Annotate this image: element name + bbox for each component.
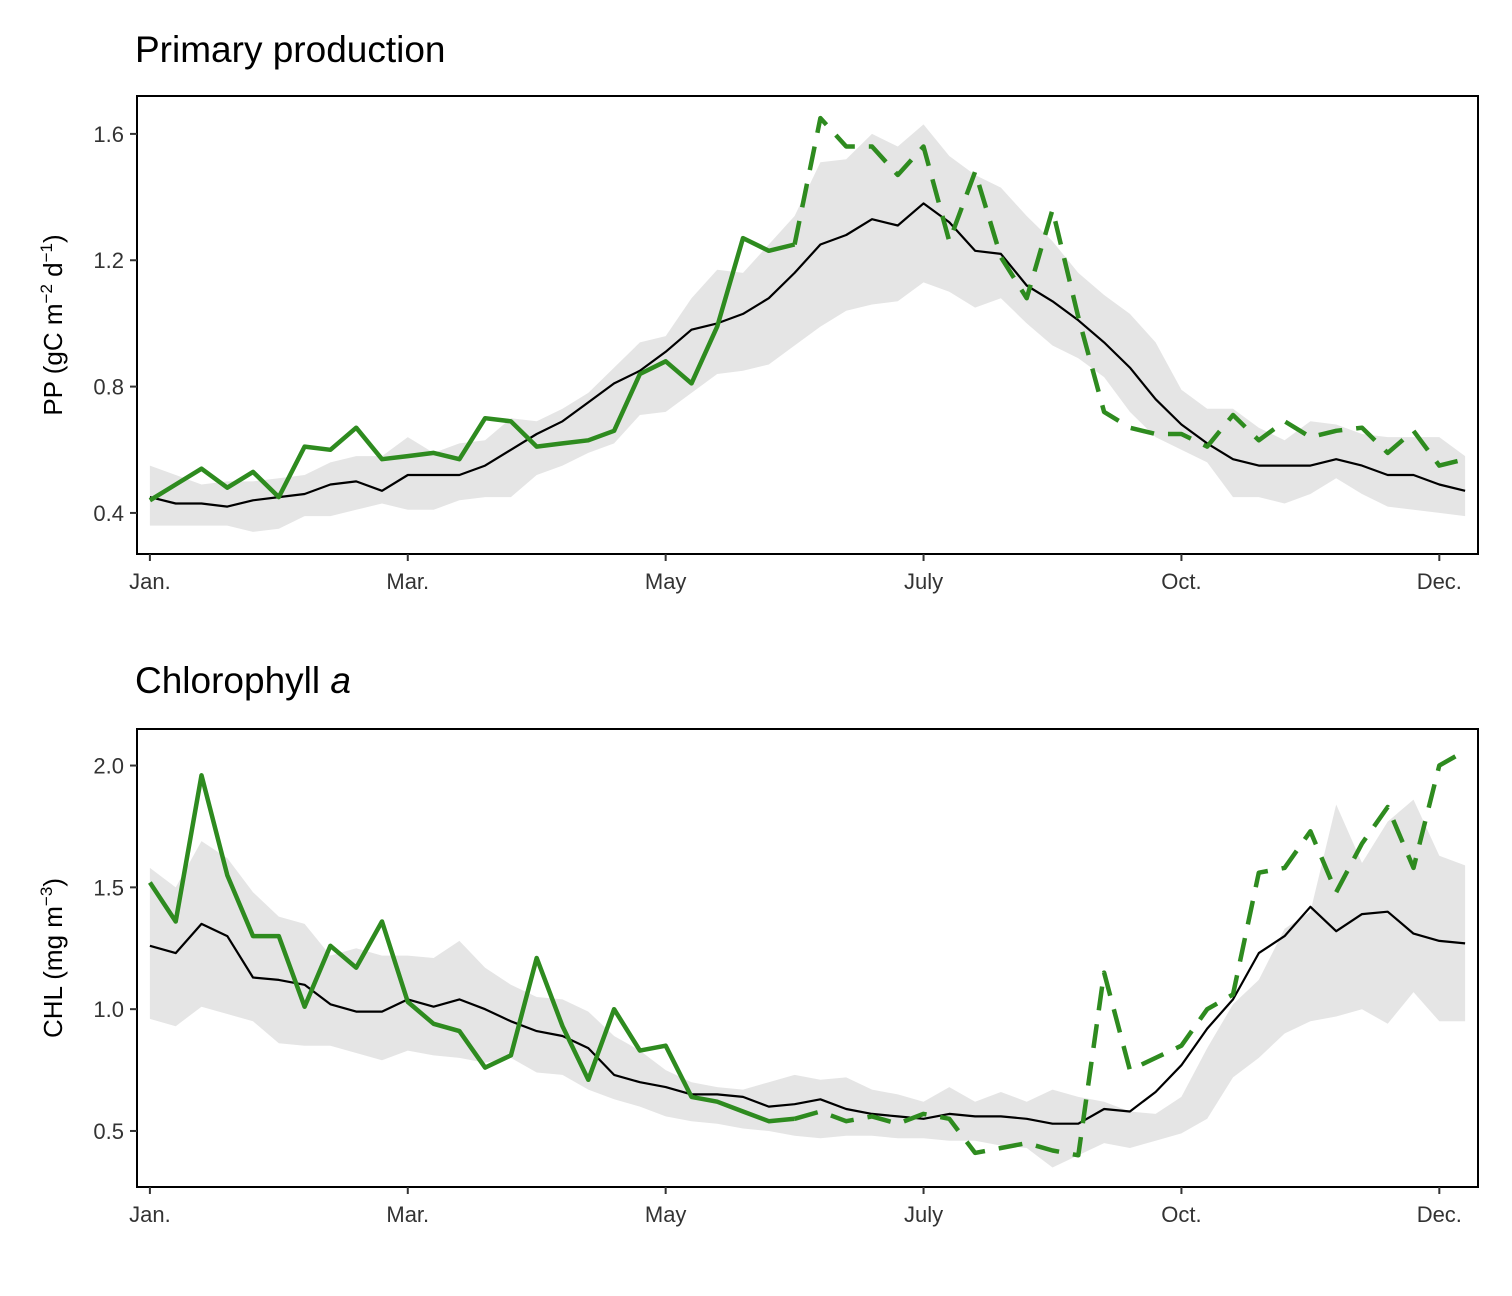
chart-title: Primary production bbox=[135, 29, 446, 70]
x-tick-label: Jan. bbox=[129, 1202, 171, 1227]
panel-border bbox=[136, 728, 1479, 1188]
range-band bbox=[149, 799, 1466, 1168]
series-line-observed-dashed bbox=[792, 115, 1466, 468]
y-tick-label: 0.4 bbox=[93, 501, 124, 526]
x-tick-label: May bbox=[645, 1202, 687, 1227]
x-tick-label: Mar. bbox=[386, 1202, 429, 1227]
y-tick-label: 2.0 bbox=[93, 754, 124, 779]
y-axis-title: PP (gC m−2 d−1) bbox=[37, 234, 68, 415]
y-tick-label: 1.6 bbox=[93, 122, 124, 147]
x-tick-label: May bbox=[645, 569, 687, 594]
y-tick-label: 1.0 bbox=[93, 997, 124, 1022]
y-tick-label: 0.5 bbox=[93, 1119, 124, 1144]
x-tick-label: Jan. bbox=[129, 569, 171, 594]
x-tick-label: Mar. bbox=[386, 569, 429, 594]
series-line-observed-dashed bbox=[793, 748, 1467, 1158]
panel-primary-production: Primary production 0.4 0.8 1.2 1.6 Jan. Mar. M… bbox=[37, 29, 1479, 594]
x-tick-label: Dec. bbox=[1417, 1202, 1462, 1227]
series-line-observed-solid bbox=[148, 773, 795, 1124]
x-tick-label: Dec. bbox=[1417, 569, 1462, 594]
y-tick-label: 1.5 bbox=[93, 875, 124, 900]
x-tick-label: Oct. bbox=[1161, 1202, 1201, 1227]
y-axis-title: CHL (mg m−3) bbox=[37, 878, 68, 1038]
panel-chlorophyll: Chlorophyll a 0.5 1.0 1.5 2.0 Jan. Mar. May Jul… bbox=[37, 660, 1479, 1227]
panel-border bbox=[136, 95, 1479, 555]
series-line-observed-solid bbox=[148, 235, 796, 503]
x-tick-label: Oct. bbox=[1161, 569, 1201, 594]
chart-title: Chlorophyll a bbox=[135, 660, 351, 701]
series-line-mean bbox=[149, 905, 1466, 1125]
x-tick-label: July bbox=[904, 569, 943, 594]
y-tick-label: 1.2 bbox=[93, 248, 124, 273]
range-band bbox=[149, 124, 1466, 532]
x-tick-label: July bbox=[904, 1202, 943, 1227]
y-tick-label: 0.8 bbox=[93, 375, 124, 400]
series-line-mean bbox=[149, 202, 1466, 508]
